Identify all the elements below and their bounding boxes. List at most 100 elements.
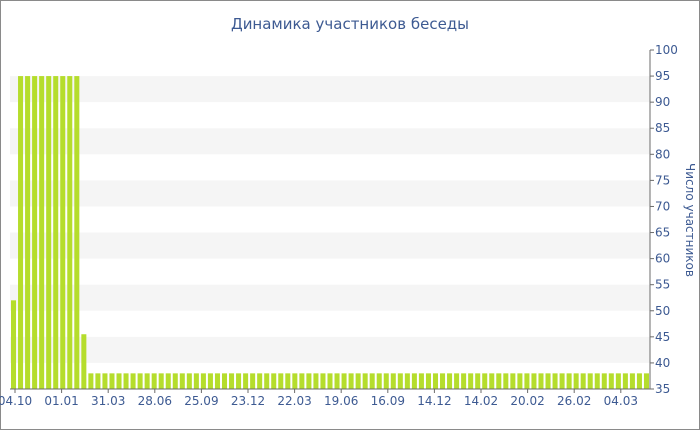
x-tick-label: 04.03 [604, 394, 638, 408]
bar [566, 373, 572, 389]
x-tick-label: 20.02 [510, 394, 544, 408]
bar [102, 373, 108, 389]
grid-bands [10, 76, 650, 363]
bar [116, 373, 122, 389]
bar [601, 373, 607, 389]
bar [32, 76, 38, 389]
bar [306, 373, 312, 389]
x-tick-label: 14.02 [464, 394, 498, 408]
bar [559, 373, 565, 389]
bar [229, 373, 235, 389]
bar [67, 76, 73, 389]
y-tick-label: 60 [655, 252, 670, 266]
bar [390, 373, 396, 389]
x-tick-label: 04.10 [0, 394, 32, 408]
y-tick-label: 90 [655, 95, 670, 109]
y-tick-label: 45 [655, 330, 670, 344]
bar [489, 373, 495, 389]
y-tick-label: 85 [655, 121, 670, 135]
bar [214, 373, 220, 389]
grid-band [10, 336, 650, 363]
bar [475, 373, 481, 389]
grid-band [10, 128, 650, 155]
bar [151, 373, 157, 389]
bar [587, 373, 593, 389]
grid-band [10, 232, 650, 259]
bar [397, 373, 403, 389]
bar [46, 76, 52, 389]
x-tick-label: 01.01 [44, 394, 78, 408]
x-tick-label: 16.09 [371, 394, 405, 408]
bar [95, 373, 101, 389]
bar [327, 373, 333, 389]
grid-band [10, 284, 650, 311]
bar [81, 334, 87, 389]
bar [517, 373, 523, 389]
bar [88, 373, 94, 389]
bar [250, 373, 256, 389]
bar [186, 373, 192, 389]
bar [538, 373, 544, 389]
bar [60, 76, 66, 389]
bar [482, 373, 488, 389]
bar [200, 373, 206, 389]
bar [74, 76, 80, 389]
bar [580, 373, 586, 389]
bar [137, 373, 143, 389]
y-tick-label: 95 [655, 69, 670, 83]
bar [552, 373, 558, 389]
x-tick-label: 26.02 [557, 394, 591, 408]
bar [109, 373, 115, 389]
x-tick-labels: 04.10 01.01 31.03 28.06 25.09 23.12 22.03 19.06… [0, 394, 638, 408]
bar [355, 373, 361, 389]
bar [221, 373, 228, 389]
bar [594, 373, 600, 389]
bar [130, 373, 136, 389]
bar [411, 373, 417, 389]
bar [545, 373, 551, 389]
x-tick-label: 14.12 [417, 394, 451, 408]
bar [53, 76, 59, 389]
bar [165, 373, 171, 389]
bar [636, 373, 642, 389]
y-tick-label: 55 [655, 278, 670, 292]
bar [432, 373, 439, 389]
axes [10, 49, 654, 393]
bar [25, 76, 31, 389]
bar [376, 373, 382, 389]
y-tick-label: 75 [655, 173, 670, 187]
x-tick-label: 28.06 [138, 394, 172, 408]
bar [418, 373, 424, 389]
bar [179, 373, 185, 389]
bar [454, 373, 460, 389]
bar [622, 373, 628, 389]
bar [348, 373, 354, 389]
y-tick-label: 50 [655, 304, 670, 318]
bar [383, 373, 389, 389]
bar [271, 373, 277, 389]
bar [524, 373, 530, 389]
grid-band [10, 76, 650, 103]
bar [510, 373, 516, 389]
bar [158, 373, 164, 389]
y-tick-label: 80 [655, 147, 670, 161]
bar [299, 373, 305, 389]
bar [278, 373, 284, 389]
bar [369, 373, 375, 389]
bar [11, 300, 17, 389]
bar [313, 373, 319, 389]
bar [496, 373, 502, 389]
bar [362, 373, 368, 389]
bar [440, 373, 446, 389]
bar [257, 373, 263, 389]
y-tick-labels: 35 40 45 50 55 60 65 70 75 80 85 90 95 100 [655, 43, 678, 396]
y-tick-label: 65 [655, 226, 670, 240]
y-axis-label: Число участников [683, 163, 697, 277]
x-tick-label: 22.03 [277, 394, 311, 408]
bar [172, 373, 178, 389]
x-tick-label: 25.09 [184, 394, 218, 408]
bar [285, 373, 291, 389]
bar [503, 373, 509, 389]
bar [123, 373, 129, 389]
